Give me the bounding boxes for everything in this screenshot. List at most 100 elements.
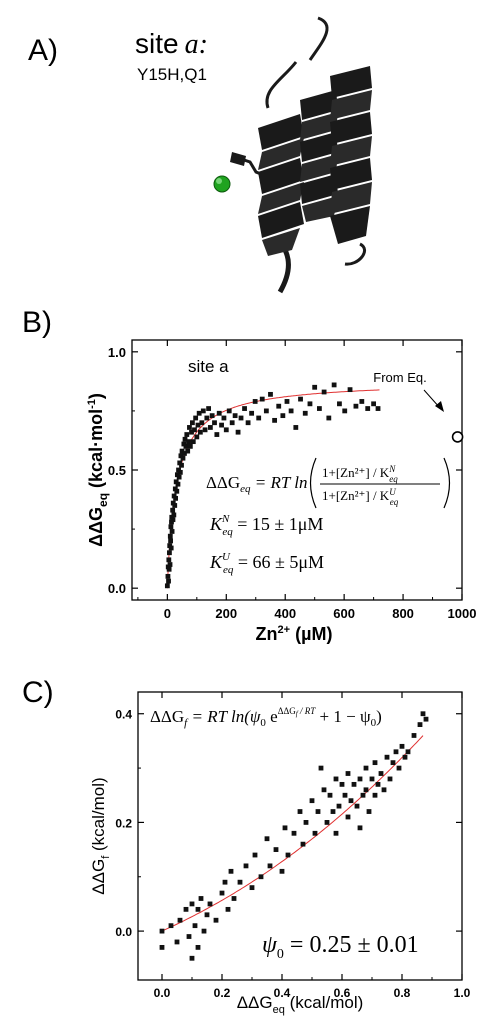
loop-tail — [277, 246, 291, 294]
c-eq-tail-sub: 0 — [371, 717, 377, 729]
chart-c-point — [351, 781, 357, 787]
psi-sub: 0 — [277, 947, 284, 962]
chart-c-frame — [137, 691, 463, 981]
chart-b-point — [207, 425, 213, 430]
chart-b-point — [353, 403, 359, 409]
chart-b-point — [184, 432, 190, 437]
eq-lhs: ΔΔG — [206, 473, 240, 492]
site-word: site — [135, 28, 179, 59]
chart-c-ylabel: ΔΔGf (kcal/mol) — [89, 777, 112, 894]
chart-b-kn: KN eq = 15 ± 1μM — [209, 513, 323, 538]
chart-c-point — [327, 792, 333, 798]
chart-b-point — [182, 451, 187, 456]
chart-c-point — [357, 825, 363, 831]
chart-b-point — [193, 415, 199, 421]
chart-b-point — [302, 410, 308, 416]
chart-c-point — [330, 809, 336, 814]
chart-c-point — [297, 809, 303, 814]
chart-b-point — [200, 408, 206, 414]
chart-c-point — [345, 771, 351, 776]
chart-b-point — [232, 413, 238, 419]
chart-b-xtick-label: 1000 — [448, 606, 477, 621]
helix-2 — [300, 90, 338, 222]
chart-b-from-eq-point — [451, 431, 464, 443]
chart-b-point — [190, 420, 195, 426]
helix-1 — [258, 114, 304, 256]
chart-b-point — [365, 406, 371, 411]
chart-c-point — [384, 754, 390, 760]
site-letter: a: — [185, 29, 208, 60]
chart-b-point — [375, 406, 381, 411]
ylabel-unit: (kcal·mol — [86, 409, 106, 493]
chart-c-point — [231, 896, 237, 901]
chart-c-point — [336, 803, 342, 809]
xlabel-base: Zn — [256, 624, 278, 644]
chart-c-point — [207, 901, 213, 907]
eq-rhs-prefix: = RT ln — [251, 473, 308, 492]
ku-sup: U — [222, 551, 231, 563]
eq-den-sup: U — [389, 487, 396, 497]
chart-c-point — [309, 798, 315, 804]
chart-c-ytick-label: 0.4 — [115, 708, 132, 722]
chart-b-eq-numerator: 1+[Zn²⁺] / KN eq — [322, 464, 398, 484]
eq-lhs-sub: eq — [240, 483, 251, 495]
chart-b-point — [238, 415, 244, 421]
chart-c-point — [405, 749, 411, 755]
chart-b-ku: KU eq = 66 ± 5μM — [209, 551, 324, 576]
chart-c-point — [237, 879, 243, 885]
chart-b-point — [235, 429, 241, 435]
chart-c-point — [324, 820, 330, 825]
chart-c-xtick-label: 0.0 — [154, 986, 171, 1000]
chart-c-point — [399, 743, 405, 749]
chart-c-point — [282, 825, 288, 831]
chart-c-point — [315, 809, 321, 814]
chart-c-point — [189, 901, 195, 907]
chart-b-point — [359, 399, 365, 404]
chart-c-point — [189, 955, 195, 961]
psi-value: = 0.25 ± 0.01 — [284, 932, 419, 958]
chart-b-point — [190, 439, 196, 445]
chart-b-point — [326, 415, 332, 421]
chart-b-point — [212, 420, 217, 426]
chart-c-point — [243, 863, 249, 869]
chart-c-point — [204, 912, 210, 918]
panel-b-label: B) — [22, 306, 52, 339]
chart-c-point — [264, 836, 270, 842]
c-ylabel-prefix: ΔΔG — [89, 859, 108, 895]
chart-b-point — [298, 396, 303, 402]
chart-b-point — [199, 420, 205, 426]
chart-b-point — [180, 455, 186, 461]
chart-b-point — [175, 481, 181, 487]
chart-c-point — [186, 934, 192, 939]
eq-den-sub: eq — [390, 497, 399, 507]
ku-sub: eq — [223, 564, 234, 576]
chart-b-ylabel: ΔΔGeq (kcal·mol-1) — [86, 393, 110, 547]
zinc-sphere-highlight — [216, 178, 222, 184]
kn-value: = 15 ± 1μM — [233, 514, 324, 534]
chart-c: 0.0 0.2 0.4 0.6 0.8 1.00.00.20.4 ΔΔGf = RT ln(… — [89, 691, 471, 1016]
chart-b-point — [166, 578, 171, 584]
chart-c-xtick-label: 0.8 — [394, 986, 411, 1000]
chart-c-point — [333, 830, 339, 836]
chart-c-point — [300, 841, 306, 847]
c-eq-exp-base: e — [266, 707, 278, 726]
chart-c-point — [417, 722, 423, 728]
loop-left — [265, 61, 298, 109]
chart-c-point — [366, 809, 372, 814]
chart-c-point — [267, 863, 273, 869]
site-title: site a: — [135, 28, 208, 60]
ku-k: K — [209, 552, 223, 572]
protein-structure — [213, 16, 372, 294]
chart-b-point — [167, 562, 173, 567]
chart-c-point — [363, 787, 369, 793]
chart-c-point — [159, 944, 165, 950]
chart-b-eq-denominator: 1+[Zn²⁺] / KU eq — [322, 487, 399, 507]
c-eq-exp-sup: ΔΔG — [278, 706, 297, 716]
chart-b-point — [167, 533, 173, 539]
mutation-label: Y15H,Q1 — [137, 65, 207, 84]
c-ylabel-sub: f — [100, 855, 112, 859]
chart-b-point — [164, 583, 170, 589]
chart-b-point — [170, 517, 176, 523]
chart-b-point — [169, 529, 175, 534]
chart-c-point — [387, 776, 393, 782]
